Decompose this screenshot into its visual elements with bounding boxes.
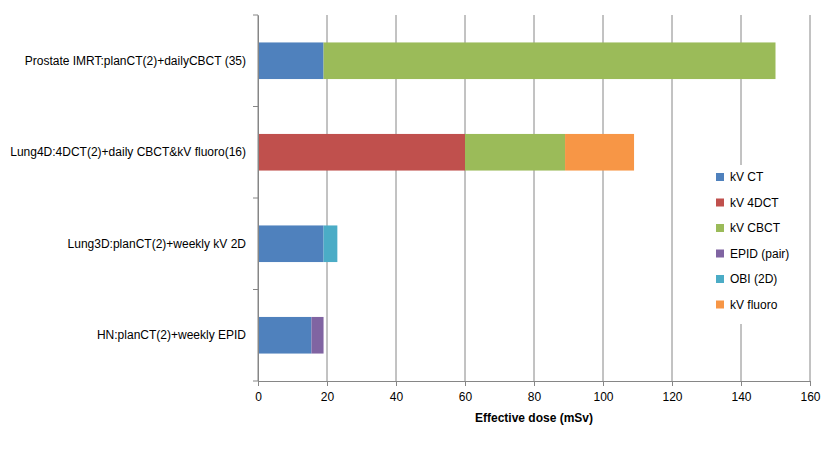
x-tick: 120	[662, 381, 682, 404]
bar-segment	[311, 317, 323, 354]
y-axis-line	[258, 16, 259, 382]
legend-label: OBI (2D)	[730, 272, 777, 286]
grid	[258, 15, 810, 381]
x-tick-mark	[672, 381, 673, 386]
x-tick-mark	[258, 381, 259, 386]
bar-segment	[324, 225, 338, 262]
x-tick-mark	[534, 381, 535, 386]
x-tick-label: 140	[731, 390, 751, 404]
bar-segment	[258, 317, 311, 354]
bar-segment	[324, 42, 776, 79]
legend-label: kV 4DCT	[730, 196, 779, 210]
x-tick-label: 160	[800, 390, 820, 404]
x-tick: 160	[800, 381, 820, 404]
y-tick-label: Lung4D:4DCT(2)+daily CBCT&kV fluoro(16)	[10, 145, 246, 159]
x-tick-mark	[465, 381, 466, 386]
legend-swatch	[716, 224, 724, 232]
x-axis: 0 20 40 60 80 100 120 140 160	[255, 381, 821, 404]
y-tick: Lung3D:planCT(2)+weekly kV 2D	[68, 237, 258, 251]
bar-segment	[465, 134, 565, 171]
x-tick-mark	[327, 381, 328, 386]
x-tick-label: 80	[528, 390, 542, 404]
legend-swatch	[716, 250, 724, 258]
y-axis: Prostate IMRT:planCT(2)+dailyCBCT (35) Lu…	[10, 16, 258, 382]
x-tick-label: 40	[390, 390, 404, 404]
category-divider	[253, 381, 258, 382]
y-tick: Lung4D:4DCT(2)+daily CBCT&kV fluoro(16)	[10, 145, 258, 159]
x-tick-label: 100	[593, 390, 613, 404]
x-tick-label: 20	[321, 390, 335, 404]
x-tick-mark	[810, 381, 811, 386]
x-tick: 140	[731, 381, 751, 404]
bar-segment	[258, 225, 324, 262]
legend-swatch	[716, 173, 724, 181]
x-tick-label: 120	[662, 390, 682, 404]
legend-swatch	[716, 275, 724, 283]
bar-segment	[258, 134, 465, 171]
x-tick: 80	[528, 381, 542, 404]
grid-line	[810, 15, 811, 381]
chart: 0 20 40 60 80 100 120 140 160 Prostate IMRT:planC…	[0, 0, 831, 454]
x-tick-label: 0	[255, 390, 262, 404]
x-tick: 40	[390, 381, 404, 404]
x-tick-mark	[741, 381, 742, 386]
y-tick-label: Prostate IMRT:planCT(2)+dailyCBCT (35)	[25, 54, 246, 68]
x-axis-title: Effective dose (mSv)	[475, 411, 593, 425]
legend-label: kV fluoro	[730, 298, 778, 312]
x-tick: 60	[459, 381, 473, 404]
y-tick: Prostate IMRT:planCT(2)+dailyCBCT (35)	[25, 54, 258, 68]
legend-label: EPID (pair)	[730, 247, 789, 261]
y-tick-label: Lung3D:planCT(2)+weekly kV 2D	[68, 237, 247, 251]
x-tick-mark	[396, 381, 397, 386]
legend-background	[712, 165, 804, 324]
y-tick: HN:planCT(2)+weekly EPID	[97, 328, 258, 342]
bar-segment	[258, 42, 324, 79]
y-tick-label: HN:planCT(2)+weekly EPID	[97, 328, 246, 342]
x-tick-mark	[603, 381, 604, 386]
x-tick-label: 60	[459, 390, 473, 404]
bar-segment	[565, 134, 634, 171]
legend-label: kV CBCT	[730, 221, 781, 235]
legend-swatch	[716, 199, 724, 207]
legend-label: kV CT	[730, 170, 764, 184]
category-divider	[253, 106, 258, 107]
bars	[258, 42, 776, 353]
category-divider	[253, 198, 258, 199]
legend-swatch	[716, 301, 724, 309]
x-tick: 0	[255, 381, 262, 404]
x-tick: 20	[321, 381, 335, 404]
legend: kV CT kV 4DCT kV CBCT EPID (pair) OBI (2D) kV…	[712, 165, 804, 324]
category-divider	[253, 289, 258, 290]
category-divider	[253, 15, 258, 16]
x-tick: 100	[593, 381, 613, 404]
x-axis-line	[259, 382, 811, 387]
